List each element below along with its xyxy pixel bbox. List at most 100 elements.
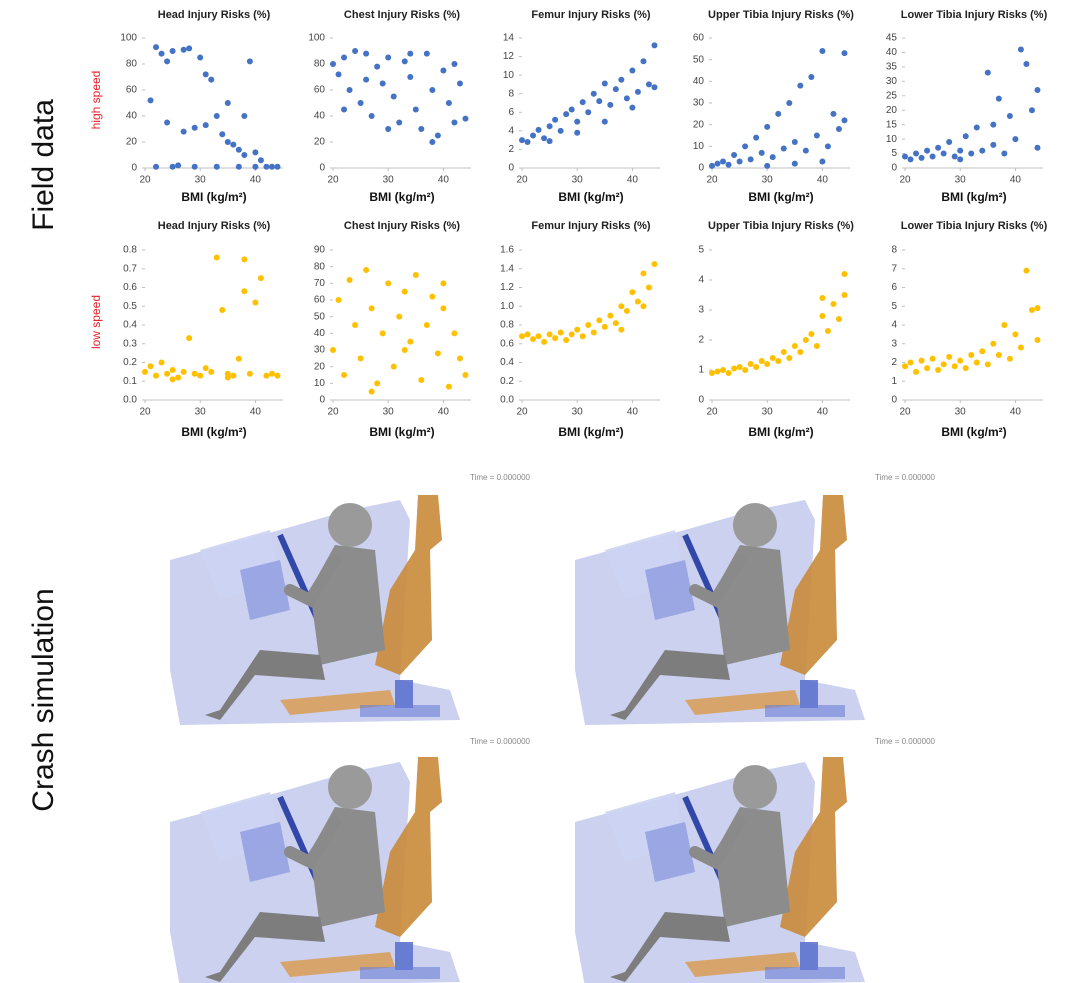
scatter-point — [252, 164, 258, 170]
y-tick-label: 30 — [693, 98, 705, 109]
scatter-point — [236, 164, 242, 170]
scatter-point — [640, 270, 646, 276]
scatter-point — [935, 145, 941, 151]
scatter-point — [247, 371, 253, 377]
y-tick-label: 0.8 — [123, 245, 137, 256]
scatter-point — [640, 303, 646, 309]
scatter-point — [241, 256, 247, 262]
scatter-point — [258, 157, 264, 163]
scatter-point — [629, 105, 635, 111]
scatter-point — [258, 275, 264, 281]
scatter-point — [525, 139, 531, 145]
scatter-point — [241, 152, 247, 158]
x-tick-label: 20 — [516, 407, 528, 418]
scatter-point — [930, 153, 936, 159]
scatter-point — [996, 352, 1002, 358]
scatter-point — [607, 102, 613, 108]
y-tick-label: 40 — [314, 328, 326, 339]
scatter-point — [181, 369, 187, 375]
scatter-point — [181, 129, 187, 135]
scatter-point — [391, 364, 397, 370]
scatter-point — [385, 55, 391, 61]
scatter-point — [737, 364, 743, 370]
scatter-point — [596, 98, 602, 104]
scatter-point — [924, 148, 930, 154]
scatter-point — [369, 389, 375, 395]
scatter-point — [764, 361, 770, 367]
y-tick-label: 6 — [891, 282, 897, 293]
scatter-point — [1034, 87, 1040, 93]
scatter-point — [341, 55, 347, 61]
scatter-point — [585, 322, 591, 328]
scatter-point — [715, 161, 721, 167]
scatter-point — [990, 341, 996, 347]
scatter-point — [770, 355, 776, 361]
chart-title: Upper Tibia Injury Risks (%) — [708, 220, 854, 232]
scatter-point — [352, 322, 358, 328]
scatter-point — [574, 130, 580, 136]
y-tick-label: 5 — [698, 245, 704, 256]
scatter-point — [440, 280, 446, 286]
x-tick-label: 30 — [955, 175, 967, 186]
x-tick-label: 40 — [817, 175, 829, 186]
scatter-point — [380, 330, 386, 336]
scatter-point — [241, 288, 247, 294]
y-tick-label: 0 — [698, 395, 704, 406]
y-tick-label: 1.0 — [500, 301, 514, 312]
scatter-point — [541, 135, 547, 141]
x-tick-label: 30 — [383, 407, 395, 418]
chart-title: Femur Injury Risks (%) — [531, 220, 651, 232]
scatter-point — [924, 365, 930, 371]
scatter-point — [547, 331, 553, 337]
scatter-point — [808, 74, 814, 80]
y-tick-label: 4 — [508, 125, 514, 136]
scatter-point — [913, 151, 919, 157]
y-tick-label: 3 — [698, 305, 704, 316]
scatter-point — [913, 369, 919, 375]
scatter-point — [720, 159, 726, 165]
y-tick-label: 60 — [314, 295, 326, 306]
scatter-point — [841, 271, 847, 277]
y-tick-label: 0.2 — [123, 357, 137, 368]
scatter-point — [153, 164, 159, 170]
y-tick-label: 100 — [120, 33, 137, 44]
y-tick-label: 20 — [314, 137, 326, 148]
y-tick-label: 100 — [308, 33, 325, 44]
x-axis-label: BMI (kg/m²) — [941, 190, 1006, 204]
scatter-point — [759, 358, 765, 364]
scatter-point — [552, 117, 558, 123]
scatter-point — [181, 47, 187, 53]
y-tick-label: 30 — [886, 76, 898, 87]
scatter-point — [979, 148, 985, 154]
scatter-point — [519, 333, 525, 339]
y-tick-label: 3 — [891, 338, 897, 349]
y-tick-label: 0.8 — [500, 320, 514, 331]
y-tick-label: 90 — [314, 245, 326, 256]
y-tick-label: 40 — [314, 111, 326, 122]
scatter-point — [462, 372, 468, 378]
scatter-point — [602, 81, 608, 87]
y-tick-label: 0.0 — [500, 395, 514, 406]
x-tick-label: 20 — [139, 407, 151, 418]
scatter-point — [159, 51, 165, 57]
y-tick-label: 8 — [891, 245, 897, 256]
x-axis-label: BMI (kg/m²) — [181, 425, 246, 439]
y-tick-label: 1 — [698, 365, 704, 376]
scatter-point — [269, 164, 275, 170]
scatter-point — [1034, 337, 1040, 343]
scatter-point — [830, 301, 836, 307]
scatter-point — [919, 358, 925, 364]
y-tick-label: 20 — [314, 361, 326, 372]
scatter-point — [613, 86, 619, 92]
scatter-point — [330, 347, 336, 353]
y-tick-label: 0.4 — [500, 357, 514, 368]
y-tick-label: 5 — [891, 301, 897, 312]
scatter-point — [792, 343, 798, 349]
scatter-point — [197, 55, 203, 61]
x-axis-label: BMI (kg/m²) — [369, 425, 434, 439]
scatter-point — [814, 133, 820, 139]
scatter-point — [170, 367, 176, 373]
x-axis-label: BMI (kg/m²) — [941, 425, 1006, 439]
scatter-point — [764, 163, 770, 169]
y-tick-label: 80 — [314, 261, 326, 272]
